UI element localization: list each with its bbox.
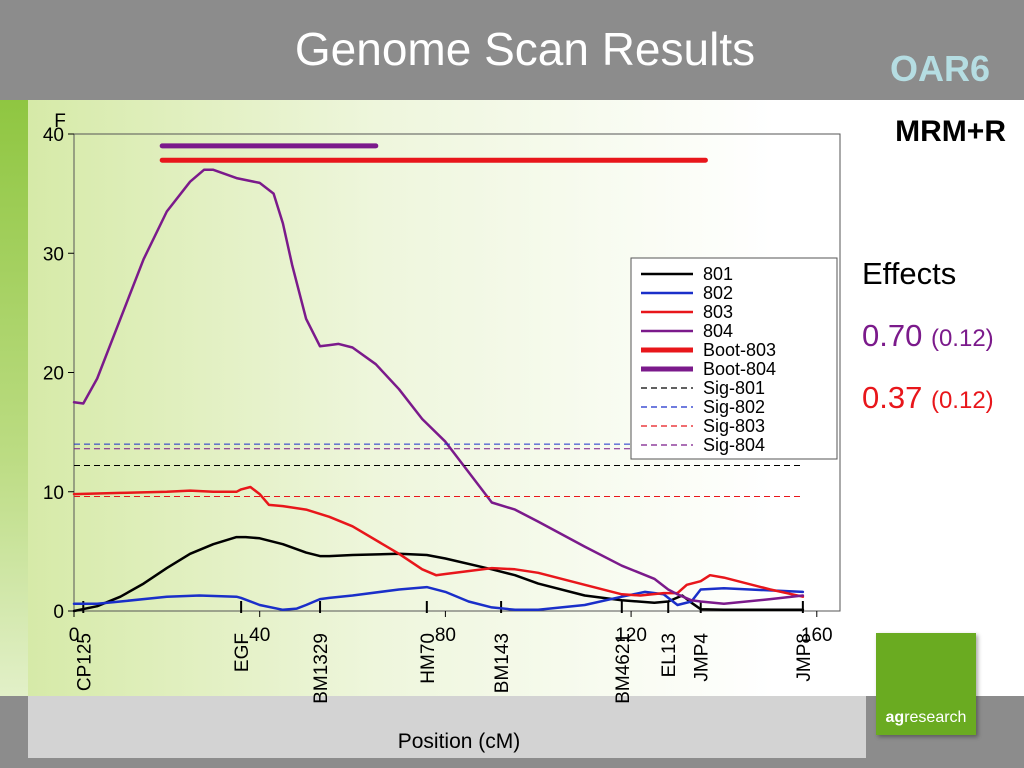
- x-tick-label: 160: [801, 625, 833, 646]
- x-axis-label-box: [28, 696, 866, 758]
- legend-label: 803: [703, 302, 733, 322]
- effects-title: Effects: [862, 256, 957, 291]
- logo-text: agresearch: [885, 709, 967, 726]
- marker-label: EGF: [232, 633, 253, 672]
- y-tick-label: 10: [43, 483, 64, 504]
- x-tick-label: 80: [435, 625, 456, 646]
- x-tick-label: 0: [69, 625, 80, 646]
- legend-label: Boot-803: [703, 340, 776, 360]
- legend-label: 802: [703, 283, 733, 303]
- marker-label: BM4621: [613, 633, 634, 704]
- chromosome-label: OAR6: [889, 48, 990, 89]
- x-axis-title: Position (cM): [397, 730, 521, 753]
- legend-label: Sig-801: [703, 378, 765, 398]
- marker-label: BM1329: [311, 633, 332, 704]
- page-title: Genome Scan Results: [294, 23, 756, 75]
- model-label: MRM+R: [895, 115, 1006, 148]
- marker-label: EL13: [659, 633, 680, 677]
- y-tick-label: 0: [53, 602, 64, 623]
- series-804-line: [72, 168, 805, 606]
- x-tick-label: 120: [615, 625, 647, 646]
- x-tick-label: 40: [249, 625, 270, 646]
- legend-label: 801: [703, 264, 733, 284]
- marker-label: JMP8: [794, 633, 815, 682]
- legend-box: [630, 257, 838, 460]
- agresearch-logo: agresearch: [876, 633, 976, 735]
- marker-label: BM143: [492, 633, 513, 693]
- marker-label: CP125: [74, 633, 95, 691]
- marker-label: HM70: [418, 633, 439, 684]
- effect-value: 0.70: [862, 318, 923, 353]
- legend-label: Boot-804: [703, 359, 776, 379]
- left-accent-strip: [0, 100, 28, 696]
- title-bar: [0, 0, 1024, 100]
- series-802-line: [72, 585, 805, 612]
- legend-label: Sig-803: [703, 416, 765, 436]
- effect-se: (0.12): [930, 387, 994, 414]
- y-tick-label: 30: [43, 244, 64, 265]
- legend-label: 804: [703, 321, 733, 341]
- series-803-line: [72, 485, 805, 598]
- effect-se: (0.12): [930, 325, 994, 352]
- y-tick-label: 20: [43, 364, 64, 385]
- effect-804: 0.70 (0.12): [862, 318, 994, 354]
- y-tick-label: 40: [43, 125, 64, 146]
- legend-label: Sig-804: [703, 435, 765, 455]
- marker-label: JMP4: [692, 633, 713, 682]
- legend-label: Sig-802: [703, 397, 765, 417]
- effect-803: 0.37 (0.12): [862, 380, 994, 416]
- y-axis-title: F: [54, 111, 66, 132]
- effect-value: 0.37: [862, 380, 923, 415]
